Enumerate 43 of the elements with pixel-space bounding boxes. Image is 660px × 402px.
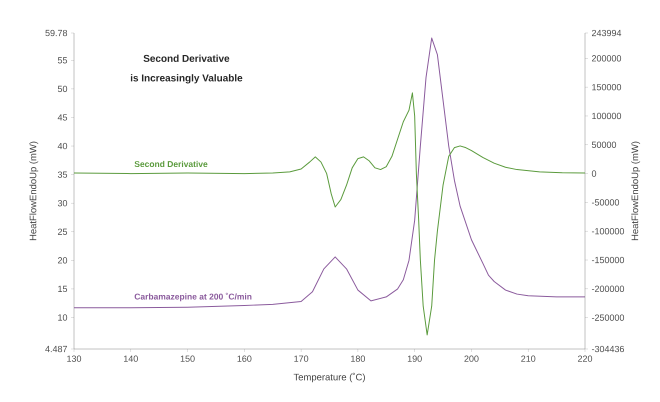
line-series — [74, 38, 586, 308]
y2-tick-label: 150000 — [592, 84, 622, 90]
y2-tick-label: -304436 — [592, 346, 624, 352]
x-tick-label: 170 — [294, 356, 308, 362]
x-tick-label: 220 — [578, 356, 592, 362]
y2-tick-label: -50000 — [592, 199, 620, 206]
x-tick-label: 150 — [180, 356, 195, 362]
y-tick-label: 45 — [58, 114, 68, 121]
annotation: is Increasingly Valuable — [130, 74, 242, 84]
y-axis-title: HeatFlowEndoUp (mW) — [29, 142, 38, 240]
y-tick-label: 40 — [58, 142, 68, 150]
y-tick-label: 25 — [58, 228, 68, 235]
y-tick-label: 30 — [58, 200, 68, 206]
x-tick-label: 160 — [238, 356, 252, 362]
x-tick-label: 180 — [351, 356, 366, 362]
y2-tick-label: -200000 — [592, 286, 624, 292]
y2-tick-label: 50000 — [592, 142, 616, 148]
series-label: Carbamazepine at 200 ˚C/min — [134, 292, 252, 302]
x-tick-label: 140 — [124, 356, 138, 362]
y2-tick-label: -100000 — [592, 228, 624, 234]
y2-tick-label: 0 — [592, 170, 596, 177]
y-tick-label: 55 — [58, 57, 68, 64]
annotation: Second Derivative — [144, 54, 230, 62]
series-label: Second Derivative — [134, 160, 208, 168]
y2-axis-title: HeatFlowEndoUp (mW) — [631, 142, 640, 240]
y-tick-label: 10 — [58, 314, 68, 321]
y2-tick-label: 100000 — [592, 112, 622, 120]
y-tick-label: 20 — [58, 257, 68, 264]
y2-tick-label: 243994 — [592, 30, 622, 36]
x-tick-label: 210 — [521, 356, 536, 362]
x-tick-label: 190 — [408, 356, 422, 362]
x-tick-label: 130 — [67, 356, 82, 362]
y-tick-label: 35 — [58, 171, 68, 178]
y-tick-label: 4.487 — [45, 346, 68, 352]
y-tick-label: 50 — [58, 86, 68, 92]
x-axis-title: Temperature (˚C) — [294, 372, 365, 382]
y2-tick-label: -250000 — [592, 314, 624, 321]
y2-tick-label: -150000 — [592, 256, 624, 264]
line-series — [74, 92, 586, 336]
y-tick-label: 15 — [58, 286, 68, 292]
x-tick-label: 200 — [464, 356, 479, 362]
y-tick-label: 59.78 — [45, 30, 68, 36]
y2-tick-label: 200000 — [592, 55, 622, 62]
